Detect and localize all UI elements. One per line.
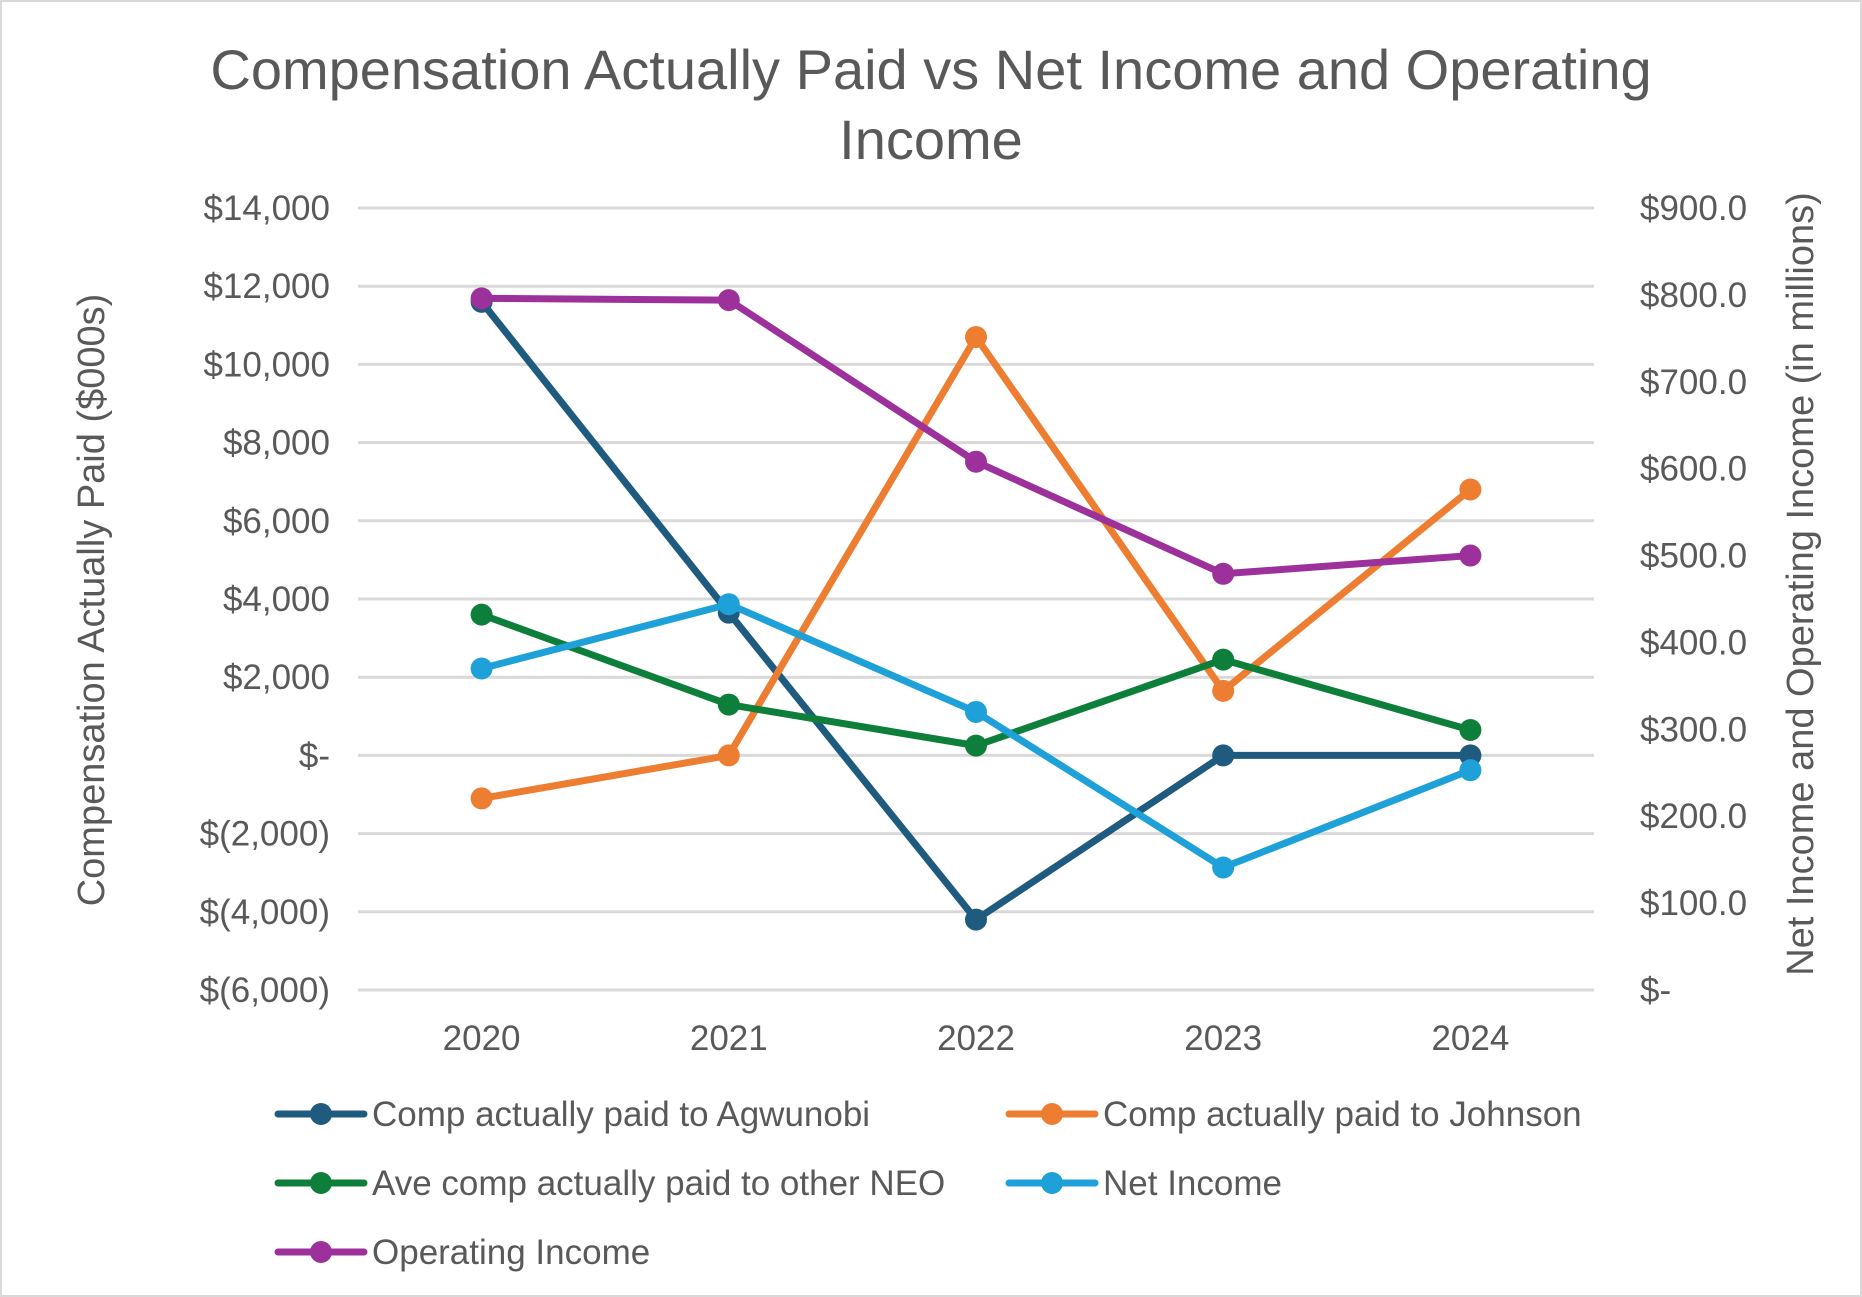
data-point	[470, 287, 493, 310]
data-point	[1459, 759, 1482, 782]
legend-item: Operating Income	[274, 1233, 650, 1272]
legend-swatch-marker	[310, 1172, 332, 1194]
data-point	[717, 289, 740, 312]
series-comp-actually-paid-to-johnson	[470, 326, 1482, 810]
data-point	[965, 450, 987, 473]
legend-swatch-marker	[1041, 1172, 1063, 1194]
legend-swatch-marker	[310, 1241, 332, 1263]
left-axis-title: Compensation Actually Paid ($000s)	[71, 294, 113, 907]
left-tick-label: $6,000	[223, 502, 330, 541]
data-point	[1212, 562, 1235, 585]
data-point	[965, 326, 987, 349]
x-tick-label: 2023	[1184, 1019, 1262, 1058]
data-point	[1459, 478, 1482, 501]
data-point	[1459, 718, 1482, 741]
data-point	[717, 744, 740, 767]
right-tick-label: $800.0	[1640, 276, 1747, 315]
data-point	[470, 603, 493, 626]
right-tick-label: $-	[1640, 971, 1671, 1010]
data-point	[1212, 679, 1235, 702]
data-point	[1212, 856, 1235, 879]
data-point	[1212, 648, 1235, 671]
right-tick-label: $400.0	[1640, 623, 1747, 662]
x-tick-label: 2020	[443, 1019, 521, 1058]
left-tick-label: $8,000	[223, 424, 330, 463]
data-point	[965, 908, 987, 931]
right-axis-ticks: $- $100.0 $200.0 $300.0 $400.0 $500.0 $600.0 $7…	[1640, 189, 1747, 1010]
series-net-income	[470, 593, 1482, 879]
chart-title-line2: Income	[839, 108, 1023, 171]
left-tick-label: $(4,000)	[200, 893, 330, 932]
legend-label: Ave comp actually paid to other NEO	[372, 1164, 945, 1203]
x-axis-ticks: 2020 2021 2022 2023 2024	[443, 1019, 1510, 1058]
legend-label: Comp actually paid to Agwunobi	[372, 1095, 870, 1134]
right-tick-label: $600.0	[1640, 450, 1747, 489]
left-tick-label: $14,000	[203, 189, 330, 228]
left-tick-label: $4,000	[223, 580, 330, 619]
left-axis-ticks: $(6,000) $(4,000) $(2,000) $- $2,000 $4,000 $6…	[200, 189, 330, 1010]
left-tick-label: $(6,000)	[200, 971, 330, 1010]
legend-swatch-marker	[310, 1103, 332, 1125]
right-tick-label: $200.0	[1640, 797, 1747, 836]
right-tick-label: $300.0	[1640, 710, 1747, 749]
legend-swatch-marker	[1041, 1103, 1063, 1125]
legend-item: Comp actually paid to Agwunobi	[274, 1095, 870, 1134]
x-tick-label: 2022	[937, 1019, 1015, 1058]
right-axis-title: Net Income and Operating Income (in mill…	[1780, 192, 1822, 976]
data-point	[470, 657, 493, 680]
legend: Comp actually paid to Agwunobi Comp actua…	[274, 1095, 1582, 1272]
left-tick-label: $-	[299, 736, 330, 775]
x-tick-label: 2024	[1431, 1019, 1509, 1058]
legend-label: Operating Income	[372, 1233, 650, 1272]
series-ave-comp-actually-paid-to-other-neo	[470, 603, 1482, 757]
right-tick-label: $100.0	[1640, 884, 1747, 923]
data-point	[1212, 744, 1235, 767]
data-point	[965, 734, 987, 757]
legend-label: Comp actually paid to Johnson	[1103, 1095, 1582, 1134]
left-tick-label: $2,000	[223, 658, 330, 697]
series-operating-income	[470, 287, 1482, 585]
left-tick-label: $12,000	[203, 267, 330, 306]
gridlines	[358, 206, 1594, 992]
left-tick-label: $10,000	[203, 345, 330, 384]
series-group	[470, 287, 1482, 931]
series-line	[478, 611, 1474, 750]
data-point	[1459, 544, 1482, 567]
right-tick-label: $500.0	[1640, 537, 1747, 576]
left-tick-label: $(2,000)	[200, 815, 330, 854]
right-tick-label: $900.0	[1640, 189, 1747, 228]
legend-label: Net Income	[1103, 1164, 1282, 1203]
data-point	[717, 593, 740, 616]
data-point	[965, 700, 987, 723]
data-point	[470, 787, 493, 810]
right-tick-label: $700.0	[1640, 363, 1747, 402]
data-point	[717, 693, 740, 716]
legend-item: Comp actually paid to Johnson	[1005, 1095, 1582, 1134]
x-tick-label: 2021	[690, 1019, 768, 1058]
legend-item: Ave comp actually paid to other NEO	[274, 1164, 945, 1203]
legend-item: Net Income	[1005, 1164, 1282, 1203]
chart-title-line1: Compensation Actually Paid vs Net Income…	[210, 38, 1651, 101]
